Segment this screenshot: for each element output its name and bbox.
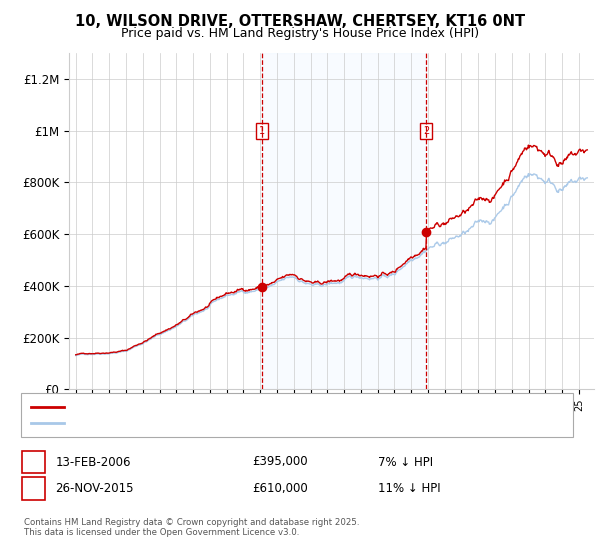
Text: HPI: Average price, detached house, Runnymede: HPI: Average price, detached house, Runn… [70,418,325,428]
Text: 10, WILSON DRIVE, OTTERSHAW, CHERTSEY, KT16 0NT: 10, WILSON DRIVE, OTTERSHAW, CHERTSEY, K… [75,14,525,29]
Text: 7% ↓ HPI: 7% ↓ HPI [378,455,433,469]
Text: 11% ↓ HPI: 11% ↓ HPI [378,482,440,495]
Text: Price paid vs. HM Land Registry's House Price Index (HPI): Price paid vs. HM Land Registry's House … [121,27,479,40]
Text: £395,000: £395,000 [252,455,308,469]
Text: Contains HM Land Registry data © Crown copyright and database right 2025.
This d: Contains HM Land Registry data © Crown c… [24,518,359,538]
Bar [262,53,426,389]
Text: 1: 1 [30,455,37,469]
Text: 26-NOV-2015: 26-NOV-2015 [55,482,134,495]
Text: 1: 1 [259,126,265,136]
Text: £610,000: £610,000 [252,482,308,495]
Text: 2: 2 [30,482,37,495]
Text: 2: 2 [423,126,430,136]
Text: 13-FEB-2006: 13-FEB-2006 [55,455,131,469]
Text: 10, WILSON DRIVE, OTTERSHAW, CHERTSEY, KT16 0NT (detached house): 10, WILSON DRIVE, OTTERSHAW, CHERTSEY, K… [70,402,449,412]
